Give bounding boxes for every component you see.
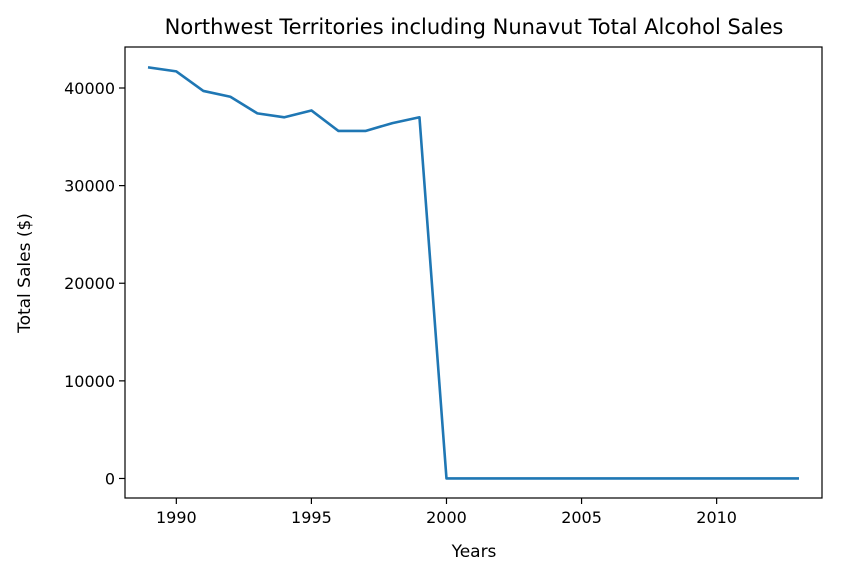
y-tick-label: 10000 bbox=[64, 372, 115, 391]
x-tick-label: 2005 bbox=[561, 508, 602, 527]
axes-frame bbox=[124, 46, 823, 499]
y-tick-label: 40000 bbox=[64, 79, 115, 98]
y-tick-label: 0 bbox=[105, 469, 115, 488]
plot-area: 1990 1995 2000 2005 2010 0 10000 20000 30000 4000… bbox=[64, 46, 823, 527]
chart-title: Northwest Territories including Nunavut … bbox=[165, 15, 784, 39]
series-line-0 bbox=[147, 66, 799, 480]
x-tick-label: 1990 bbox=[156, 508, 197, 527]
x-axis-label: Years bbox=[451, 542, 497, 562]
x-tick-label: 1995 bbox=[291, 508, 332, 527]
y-axis-label: Total Sales ($) bbox=[15, 213, 35, 334]
y-tick-label: 20000 bbox=[64, 274, 115, 293]
x-tick-label: 2010 bbox=[696, 508, 737, 527]
x-tick-label: 2000 bbox=[426, 508, 467, 527]
y-tick-label: 30000 bbox=[64, 177, 115, 196]
